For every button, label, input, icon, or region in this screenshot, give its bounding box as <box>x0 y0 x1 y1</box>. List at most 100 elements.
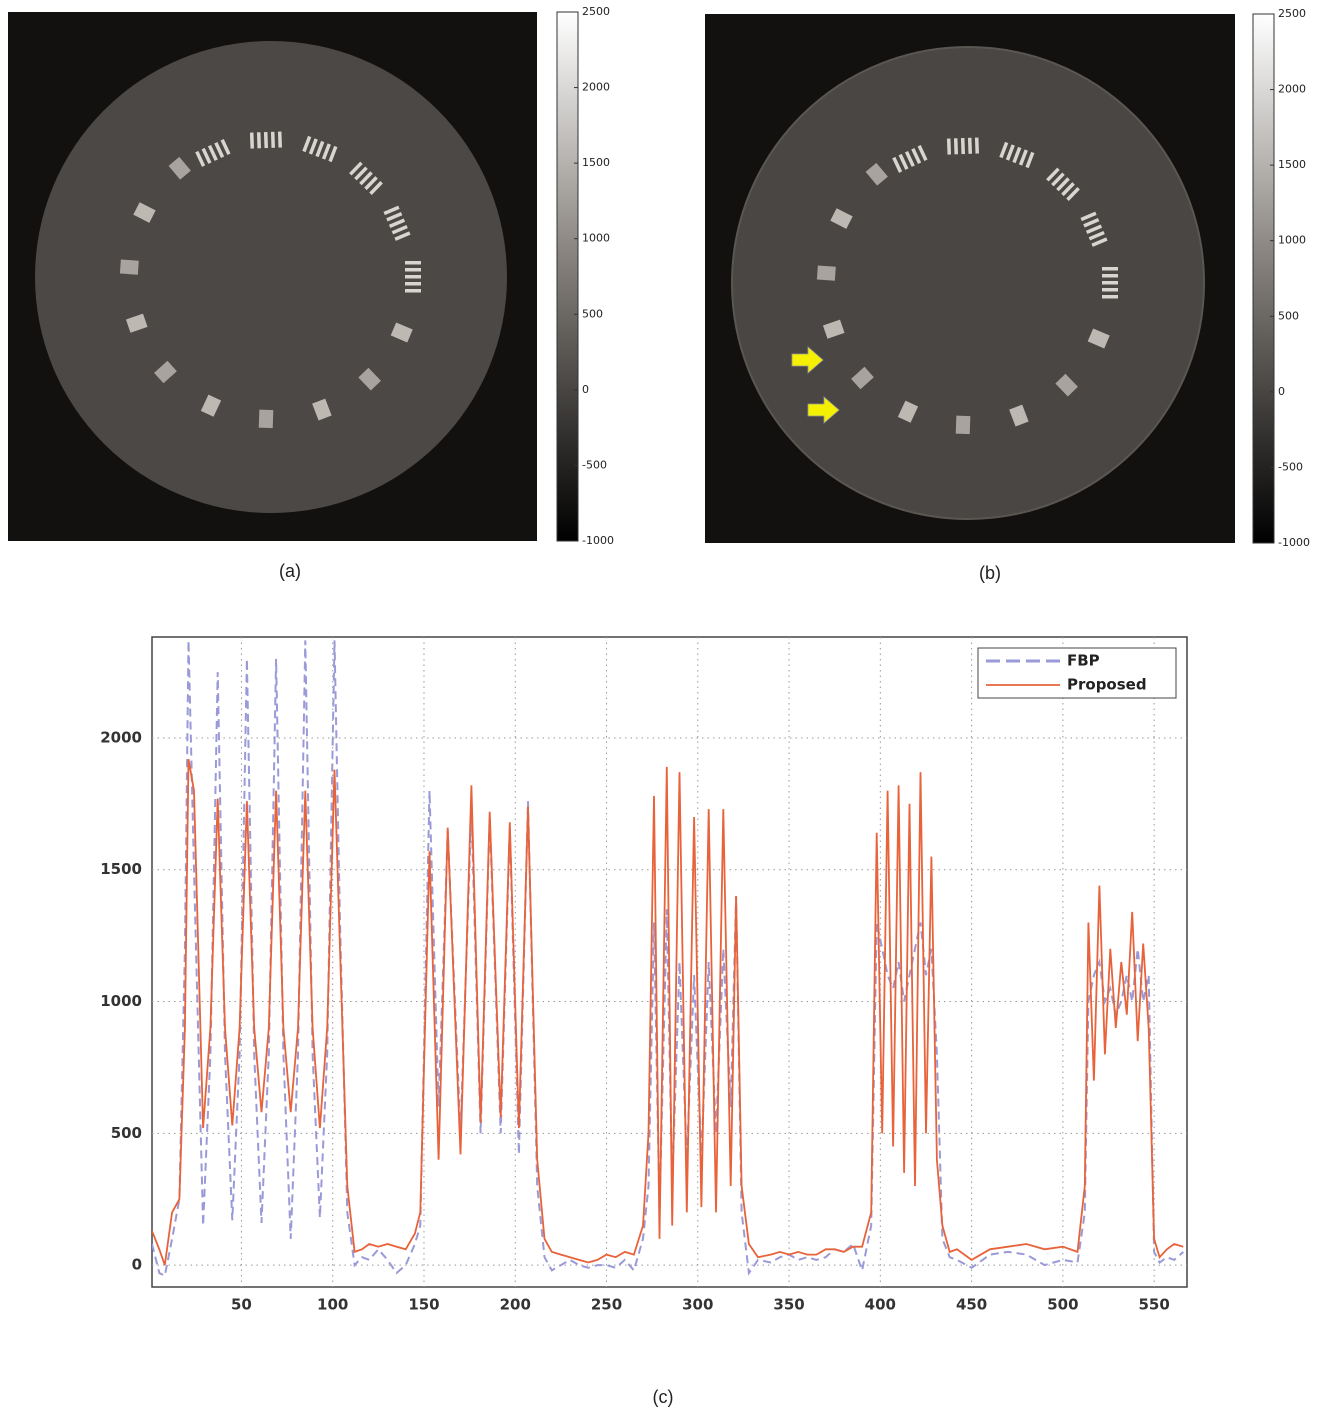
insert-bar <box>383 205 400 216</box>
insert-bar <box>1046 167 1060 182</box>
colorbar-tick-label: 0 <box>1278 385 1285 398</box>
insert-bar <box>1102 295 1118 299</box>
colorbar-tick-label: 2000 <box>582 81 610 94</box>
insert <box>383 205 411 241</box>
insert <box>154 360 177 384</box>
insert <box>1046 167 1080 201</box>
insert-bar <box>911 147 922 164</box>
insert-bar <box>967 137 972 154</box>
colorbar-tick-label: 1500 <box>582 156 610 169</box>
insert <box>946 137 979 155</box>
insert-block <box>312 398 332 421</box>
insert-bar <box>256 132 262 149</box>
y-tick-label: 0 <box>132 1256 142 1274</box>
x-tick-label: 250 <box>591 1296 622 1314</box>
insert-bar <box>354 166 368 181</box>
colorbar-tick-label: 0 <box>582 383 589 396</box>
insert <box>816 265 836 281</box>
insert-block <box>816 265 836 281</box>
insert-bar <box>405 261 421 265</box>
plot-lines <box>152 640 1184 1278</box>
insert-bar <box>953 138 959 155</box>
insert-block <box>830 208 853 229</box>
y-tick-label: 1000 <box>100 992 142 1010</box>
insert-bar <box>892 156 903 173</box>
insert <box>302 135 338 163</box>
insert-block <box>955 415 971 435</box>
panel-label: (b) <box>979 563 1001 583</box>
insert-bar <box>405 282 421 286</box>
insert <box>195 139 231 167</box>
insert-bar <box>960 138 965 155</box>
insert-bar <box>1066 187 1080 201</box>
insert-bar <box>405 268 421 272</box>
colorbar-tick-label: 2000 <box>1278 83 1306 96</box>
insert <box>1102 267 1118 299</box>
insert-bar <box>270 131 275 148</box>
insert <box>249 131 282 149</box>
insert-block <box>133 202 156 223</box>
colorbar-tick-label: 1000 <box>582 232 610 245</box>
insert-block <box>258 409 274 429</box>
insert-bar <box>1061 182 1075 197</box>
insert-bar <box>394 231 411 241</box>
insert-block <box>358 367 381 391</box>
insert-bar <box>1102 288 1118 292</box>
phantom-b <box>731 46 1205 520</box>
insert <box>1009 404 1029 427</box>
panel-label: (c) <box>653 1387 674 1407</box>
colorbar-tick-label: -1000 <box>582 534 614 547</box>
y-tick-label: 1500 <box>100 860 142 878</box>
insert-bar <box>1102 267 1118 271</box>
insert-bar <box>405 275 421 279</box>
insert <box>168 156 191 180</box>
x-tick-label: 550 <box>1138 1296 1169 1314</box>
x-tick-label: 400 <box>865 1296 896 1314</box>
insert <box>999 141 1035 169</box>
insert <box>125 313 148 333</box>
colorbar-a <box>556 11 579 542</box>
insert-bar <box>974 137 979 154</box>
insert-block <box>865 162 888 186</box>
insert <box>358 367 381 391</box>
insert-bar <box>1056 177 1070 192</box>
series-line <box>152 640 1184 1278</box>
insert-bar <box>1083 218 1100 228</box>
insert <box>1080 211 1108 247</box>
colorbar-tick-label: 500 <box>582 307 603 320</box>
insert-bar <box>1085 224 1103 234</box>
colorbar-tick-label: 2500 <box>1278 7 1306 20</box>
insert <box>897 400 919 423</box>
insert <box>200 394 222 417</box>
insert-bar <box>898 153 909 170</box>
insert-bar <box>207 144 218 161</box>
insert-block <box>119 259 139 275</box>
insert <box>258 409 274 429</box>
insert-bar <box>308 138 318 155</box>
insert-bar <box>1012 146 1022 164</box>
x-tick-label: 50 <box>231 1296 252 1314</box>
x-tick-label: 450 <box>956 1296 987 1314</box>
colorbar-tick-label: -1000 <box>1278 536 1310 549</box>
insert-bar <box>904 150 915 167</box>
insert-bar <box>220 139 231 156</box>
x-tick-label: 500 <box>1047 1296 1078 1314</box>
arrow <box>791 346 824 374</box>
colorbar-tick-label: -500 <box>582 458 607 471</box>
insert <box>830 208 853 229</box>
insert-bar <box>1005 144 1015 161</box>
series-line <box>152 758 1184 1266</box>
insert-bar <box>369 181 383 195</box>
insert <box>892 145 928 173</box>
insert-bar <box>201 147 212 164</box>
insert-bar <box>277 131 282 148</box>
insert-bar <box>388 218 406 228</box>
insert <box>865 162 888 186</box>
insert-bar <box>195 150 206 167</box>
x-tick-label: 150 <box>408 1296 439 1314</box>
insert-bar <box>1091 237 1108 247</box>
insert-bar <box>1102 281 1118 285</box>
insert-bar <box>999 141 1009 159</box>
insert-bar <box>1102 274 1118 278</box>
insert-bar <box>214 141 225 158</box>
